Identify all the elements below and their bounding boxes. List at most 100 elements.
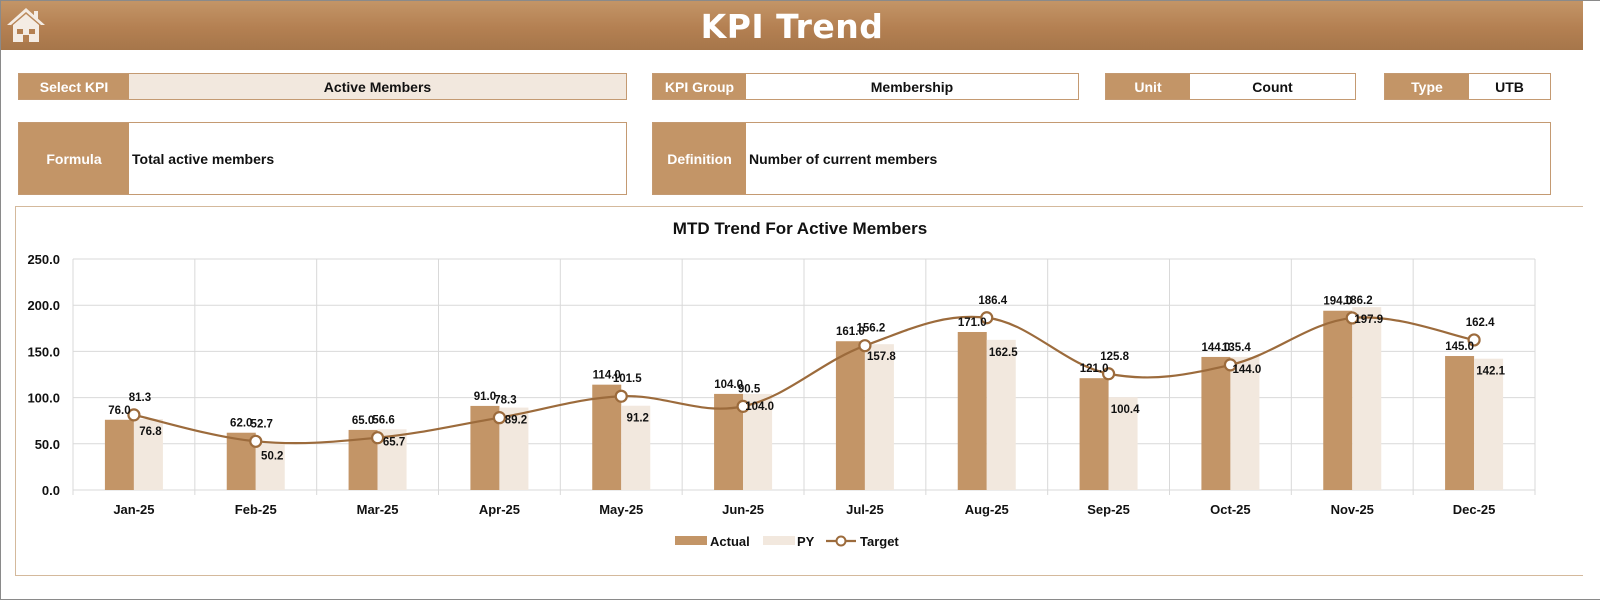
target-marker[interactable] [1223,358,1238,372]
select-kpi-label: Select KPI [19,74,129,99]
data-label: 62.0 [230,418,252,430]
py-bar[interactable] [864,344,894,490]
py-bar[interactable] [1108,397,1138,490]
formula-label: Formula [19,123,129,194]
target-marker[interactable] [370,431,385,445]
unit-field: Unit Count [1105,73,1356,100]
actual-bar[interactable] [104,419,134,490]
type-field: Type UTB [1384,73,1551,100]
x-tick-label: Feb-25 [235,502,277,517]
py-bar[interactable] [1474,358,1504,490]
definition-value: Number of current members [749,150,938,167]
y-tick-label: 100.0 [27,391,60,406]
x-tick-label: Oct-25 [1210,502,1250,517]
y-tick-label: 200.0 [27,298,60,313]
actual-bar[interactable] [957,331,987,490]
actual-bar[interactable] [1201,356,1231,490]
x-tick-label: Jan-25 [113,502,154,517]
data-label: 121.0 [1080,363,1109,375]
data-label: 104.0 [714,379,743,391]
legend-actual-swatch [675,536,707,545]
data-label: 194.0 [1323,296,1352,308]
type-value: UTB [1495,78,1524,95]
unit-label: Unit [1106,74,1190,99]
kpi-group-value: Membership [870,78,954,95]
target-marker[interactable] [1345,311,1359,325]
x-tick-label: Mar-25 [357,502,399,517]
actual-bar[interactable] [1445,356,1475,490]
x-tick-label: Jul-25 [846,502,884,517]
actual-bar[interactable] [592,384,622,490]
data-label: 81.3 [129,392,151,404]
py-bar[interactable] [986,339,1016,490]
x-tick-label: Dec-25 [1453,502,1496,517]
x-tick-label: Aug-25 [965,502,1009,517]
unit-value: Count [1252,78,1293,95]
x-tick-label: May-25 [599,502,643,517]
data-label: 162.4 [1466,317,1495,329]
data-label: 144.0 [1202,342,1231,354]
actual-bar[interactable] [1079,378,1109,490]
select-kpi-value[interactable]: Active Members [129,74,626,99]
target-marker[interactable] [736,399,750,413]
data-label: 156.2 [857,323,886,335]
data-label: 186.4 [978,295,1007,307]
y-tick-label: 50.0 [35,437,60,452]
target-marker[interactable] [1101,367,1116,381]
target-marker[interactable] [249,434,263,448]
page-header: KPI Trend [1,1,1583,50]
data-label: 144.0 [1233,364,1262,376]
data-label: 171.0 [958,317,987,329]
legend-py-label: PY [797,534,815,549]
target-marker[interactable] [1467,333,1481,347]
chart-panel [15,206,1583,576]
target-marker[interactable] [127,408,141,422]
legend-target-label: Target [860,534,899,549]
target-marker[interactable] [980,311,994,325]
py-bar[interactable] [1230,356,1260,490]
data-label: 161.0 [836,326,865,338]
py-bar[interactable] [133,419,163,490]
data-label: 100.4 [1111,404,1140,416]
kpi-group-label: KPI Group [653,74,746,99]
data-label: 56.6 [372,415,394,427]
data-label: 65.0 [352,415,374,427]
data-label: 50.2 [261,451,283,463]
kpi-group-field: KPI Group Membership [652,73,1079,100]
legend-target-marker [835,535,847,547]
data-label: 101.5 [613,373,642,385]
data-label: 104.0 [745,401,774,413]
data-label: 197.9 [1354,314,1383,326]
legend-py-swatch [763,536,795,545]
target-marker[interactable] [858,339,872,353]
data-label: 65.7 [383,436,405,448]
data-label: 125.8 [1100,351,1129,363]
y-tick-label: 0.0 [42,483,60,498]
x-tick-label: Nov-25 [1331,502,1374,517]
select-kpi-dropdown[interactable]: Select KPI Active Members [18,73,627,100]
data-label: 90.5 [738,383,761,395]
target-marker[interactable] [492,411,507,425]
data-label: 157.8 [867,351,896,363]
data-label: 52.7 [251,418,273,430]
chart-title: MTD Trend For Active Members [672,219,928,238]
py-bar[interactable] [255,443,285,490]
data-label: 76.0 [108,405,130,417]
home-icon[interactable] [5,6,47,44]
actual-bar[interactable] [835,341,865,490]
data-label: 186.2 [1344,295,1373,307]
target-marker[interactable] [614,389,628,403]
data-label: 91.2 [627,413,649,425]
actual-bar[interactable] [1323,310,1353,490]
page-title: KPI Trend [700,7,884,46]
data-label: 162.5 [989,347,1018,359]
data-label: 135.4 [1222,342,1251,354]
type-label: Type [1385,74,1469,99]
data-label: 78.3 [494,395,516,407]
data-label: 142.1 [1476,366,1505,378]
definition-box: Definition Number of current members [652,122,1551,195]
legend-actual-label: Actual [710,534,750,549]
py-bar[interactable] [621,405,651,490]
py-bar[interactable] [1352,307,1382,490]
